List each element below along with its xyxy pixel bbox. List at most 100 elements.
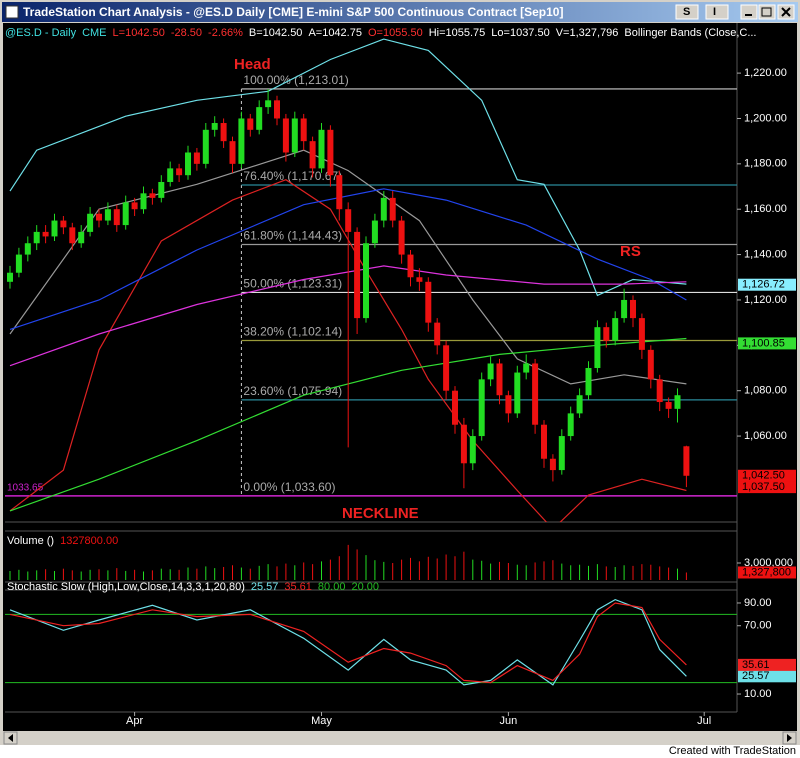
candle-body bbox=[630, 299, 636, 319]
app-icon bbox=[5, 5, 19, 19]
stoch-level-label: 80.00 bbox=[318, 581, 346, 593]
y-tick-label: 1,060.00 bbox=[744, 430, 787, 442]
candle-body bbox=[469, 436, 476, 464]
candle-body bbox=[612, 318, 619, 341]
candle-body bbox=[113, 209, 120, 226]
candle-body bbox=[443, 345, 450, 391]
info-item: Bollinger Bands (Close,C... bbox=[624, 27, 756, 39]
candle-body bbox=[505, 395, 512, 414]
candle-body bbox=[371, 220, 378, 244]
x-tick-label: Jul bbox=[697, 715, 711, 727]
x-tick-label: Jun bbox=[500, 715, 518, 727]
neckline-annotation: NECKLINE bbox=[342, 505, 419, 522]
price-marker bbox=[738, 469, 796, 482]
candle-body bbox=[202, 129, 209, 164]
candle-body bbox=[140, 193, 147, 210]
candle-body bbox=[496, 363, 503, 396]
price-marker-label: 25.57 bbox=[742, 670, 770, 682]
scroll-right-icon bbox=[787, 734, 792, 742]
candle-body bbox=[104, 209, 111, 221]
info-item: -28.50 bbox=[171, 27, 202, 39]
candle-body bbox=[603, 327, 610, 341]
info-item: B=1042.50 bbox=[249, 27, 303, 39]
y-tick-label: 1,120.00 bbox=[744, 294, 787, 306]
price-marker bbox=[738, 658, 796, 671]
window-title: TradeStation Chart Analysis - @ES.D Dail… bbox=[23, 5, 563, 19]
candle-body bbox=[576, 395, 583, 414]
info-item: L=1042.50 bbox=[113, 27, 165, 39]
chart-area bbox=[3, 23, 797, 731]
candle-body bbox=[193, 152, 200, 164]
candle-body bbox=[33, 231, 40, 244]
style-button-label: S bbox=[683, 6, 690, 18]
candle-body bbox=[487, 363, 494, 380]
scrollbar[interactable] bbox=[3, 731, 797, 745]
y-tick-label: 10.00 bbox=[744, 688, 772, 700]
candle-body bbox=[478, 379, 485, 437]
indicator-line bbox=[9, 179, 687, 522]
candle-body bbox=[158, 181, 165, 198]
candle-body bbox=[558, 436, 565, 471]
candle-body bbox=[122, 202, 129, 226]
candle-body bbox=[514, 372, 521, 414]
info-item: Lo=1037.50 bbox=[491, 27, 549, 39]
y-tick-label: 1,160.00 bbox=[744, 203, 787, 215]
candle-body bbox=[7, 272, 13, 282]
footer-bar bbox=[0, 745, 800, 758]
insert-button-label: I bbox=[713, 6, 716, 18]
style-button[interactable] bbox=[675, 4, 699, 20]
stoch-level-label: 20.00 bbox=[351, 581, 379, 593]
info-item: -2.66% bbox=[208, 27, 243, 39]
x-tick-label: Apr bbox=[126, 715, 143, 727]
candle-body bbox=[238, 118, 245, 164]
volume-title: Volume () bbox=[7, 535, 54, 547]
candle-body bbox=[638, 318, 645, 350]
candle-body bbox=[567, 413, 574, 437]
price-marker-label: 1,126.72 bbox=[742, 279, 785, 291]
candle-body bbox=[656, 379, 663, 403]
maximize-button[interactable] bbox=[758, 4, 776, 20]
y-tick-label: 1,200.00 bbox=[744, 112, 787, 124]
candle-body bbox=[380, 197, 387, 221]
price-marker bbox=[738, 566, 796, 579]
info-item: @ES.D - Daily bbox=[5, 27, 77, 39]
candle-body bbox=[185, 152, 191, 176]
candle-body bbox=[398, 220, 405, 255]
maximize-icon bbox=[761, 7, 772, 17]
candle-body bbox=[265, 100, 272, 108]
insert-button[interactable] bbox=[705, 4, 729, 20]
candle-body bbox=[345, 209, 352, 232]
candle-body bbox=[621, 299, 628, 319]
price-marker bbox=[738, 670, 796, 683]
candle-body bbox=[452, 390, 458, 425]
fib-label: 38.20% (1,102.14) bbox=[243, 325, 342, 339]
x-tick-label: May bbox=[311, 715, 332, 727]
candle-body bbox=[229, 141, 236, 164]
candle-body bbox=[647, 349, 654, 380]
candle-body bbox=[220, 123, 227, 142]
candle-body bbox=[532, 363, 539, 425]
candle-body bbox=[416, 277, 423, 282]
candle-body bbox=[523, 363, 530, 373]
price-pane: 100.00% (1,213.01) 76.40% (1,170.67) 61.80… bbox=[5, 38, 737, 522]
candle-body bbox=[541, 424, 547, 459]
price-marker-label: 1,100.85 bbox=[742, 337, 785, 349]
rs-annotation: RS bbox=[620, 243, 641, 260]
stoch-readout: 25.57 bbox=[251, 581, 279, 593]
candle-body bbox=[24, 243, 31, 255]
indicator-line bbox=[9, 337, 687, 512]
price-marker bbox=[738, 481, 796, 494]
candle-body bbox=[60, 220, 67, 228]
stoch-title: Stochastic Slow (High,Low,Close,14,3,3,1… bbox=[7, 581, 245, 593]
candle-body bbox=[549, 458, 556, 471]
candle-body bbox=[291, 118, 298, 153]
candle-body bbox=[282, 118, 289, 153]
minimize-button[interactable] bbox=[740, 4, 758, 20]
fib-label: 0.00% (1,033.60) bbox=[243, 480, 335, 494]
candle-body bbox=[318, 129, 325, 169]
price-marker-label: 1,042.50 bbox=[742, 470, 785, 482]
candle-body bbox=[78, 231, 85, 244]
info-item: CME bbox=[82, 27, 106, 39]
